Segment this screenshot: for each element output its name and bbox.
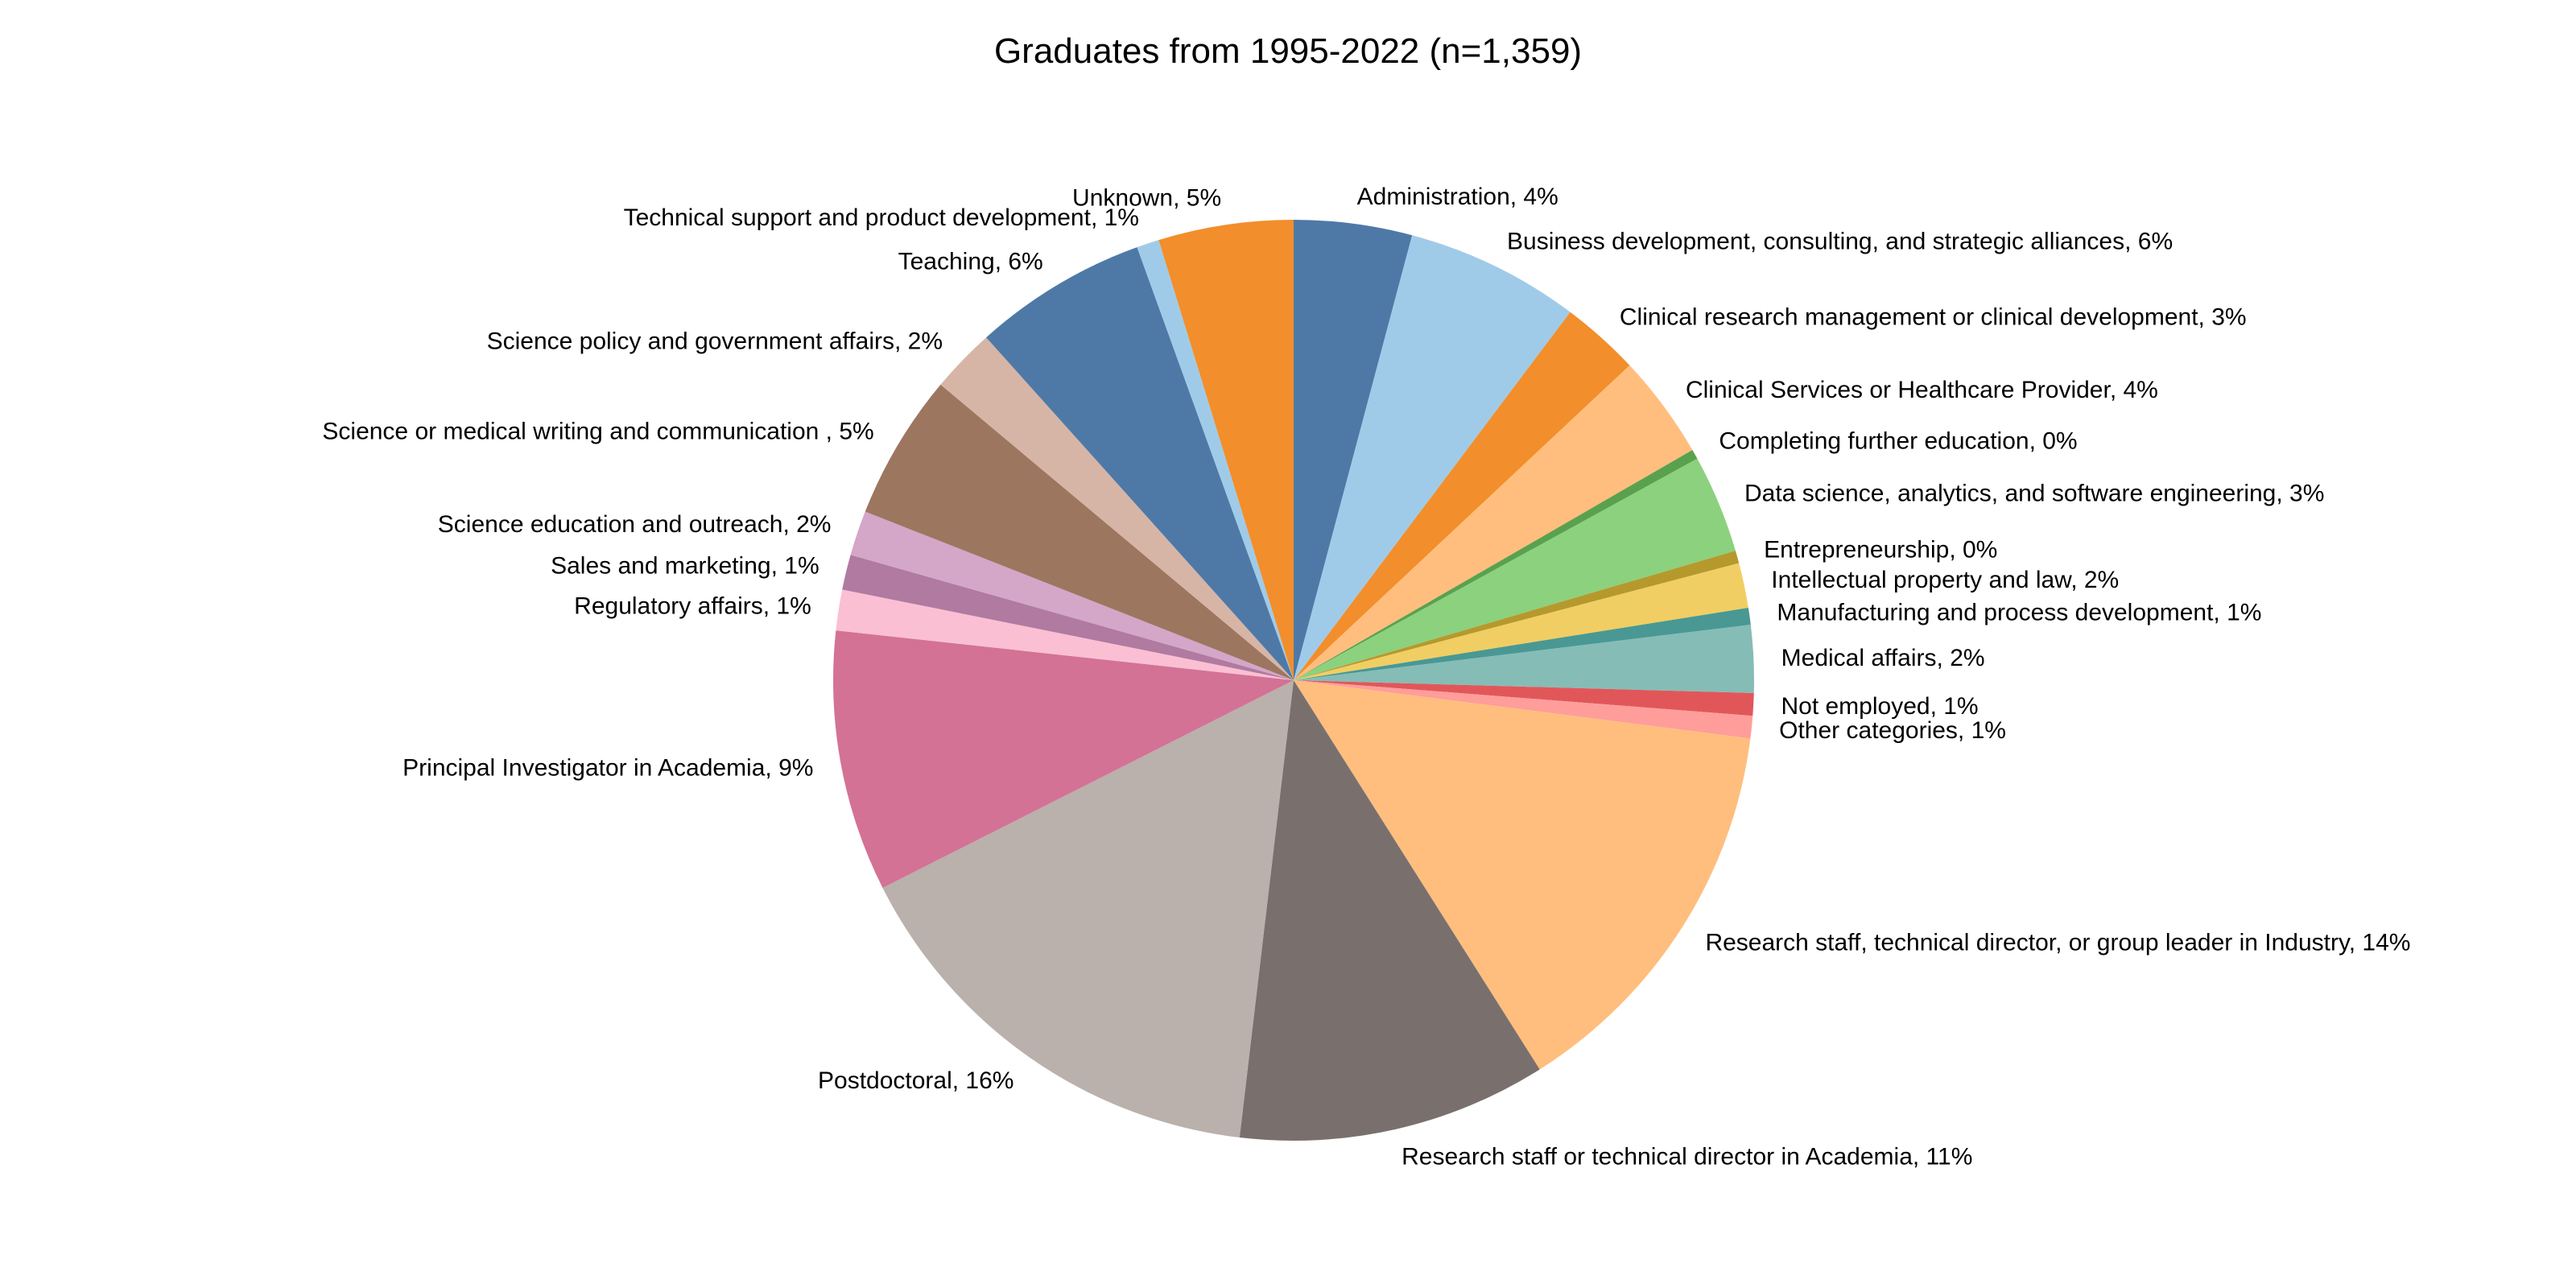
pie-slice [1294, 458, 1736, 680]
pie-slice [986, 247, 1294, 680]
slice-label: Entrepreneurship, 0% [1764, 537, 1997, 564]
pie-slice [1294, 365, 1693, 680]
slice-label: Clinical Services or Healthcare Provider… [1686, 377, 2158, 403]
pie-slice [850, 511, 1294, 680]
pie-slice [1294, 450, 1698, 680]
slice-label: Technical support and product developmen… [624, 204, 1139, 231]
slice-label: Principal Investigator in Academia, 9% [402, 754, 813, 781]
slice-label: Business development, consulting, and st… [1507, 229, 2173, 255]
slice-label: Medical affairs, 2% [1781, 645, 1985, 671]
pie-slice [833, 630, 1294, 888]
slice-label: Teaching, 6% [898, 249, 1043, 275]
slice-label: Intellectual property and law, 2% [1771, 567, 2119, 593]
pie-slice [1294, 625, 1754, 693]
pie-slice [1294, 607, 1751, 680]
slice-label: Postdoctoral, 16% [818, 1067, 1013, 1094]
slice-label: Science policy and government affairs, 2… [487, 328, 943, 355]
chart-title: Graduates from 1995-2022 (n=1,359) [994, 31, 1582, 71]
pie-slice [836, 589, 1294, 680]
pie-slice [940, 337, 1294, 680]
slice-label: Sales and marketing, 1% [551, 553, 819, 580]
pie-slice [865, 384, 1294, 680]
slice-label: Regulatory affairs, 1% [574, 592, 811, 619]
slice-label: Not employed, 1% [1781, 693, 1978, 720]
slice-label: Research staff, technical director, or g… [1705, 930, 2410, 956]
slice-label: Manufacturing and process development, 1… [1777, 600, 2261, 626]
pie-slices [833, 220, 1754, 1141]
pie-slice [1294, 235, 1571, 681]
pie-slice [1294, 563, 1748, 680]
pie-slice [1294, 551, 1740, 680]
slice-label: Administration, 4% [1357, 184, 1558, 210]
slice-label: Completing further education, 0% [1719, 428, 2077, 455]
pie-slice [1294, 680, 1754, 716]
pie-slice [1158, 220, 1294, 680]
slice-label: Data science, analytics, and software en… [1744, 481, 2324, 507]
slice-label: Science education and outreach, 2% [438, 511, 832, 538]
slice-labels: Administration, 4% Business development, … [322, 184, 2410, 1170]
pie-slice [842, 555, 1294, 680]
slice-label: Clinical research management or clinical… [1620, 304, 2247, 331]
slice-label: Research staff or technical director in … [1402, 1143, 1972, 1170]
pie-slice [882, 680, 1294, 1138]
pie-slice [1137, 240, 1294, 680]
slice-label: Other categories, 1% [1779, 717, 2006, 744]
pie-slice [1294, 220, 1413, 680]
pie-slice [1294, 312, 1630, 680]
pie-slice [1294, 680, 1753, 739]
pie-slice [1294, 680, 1751, 1070]
pie-slice [1239, 680, 1540, 1141]
slice-label: Unknown, 5% [1072, 184, 1221, 211]
slice-label: Science or medical writing and communica… [322, 418, 873, 444]
